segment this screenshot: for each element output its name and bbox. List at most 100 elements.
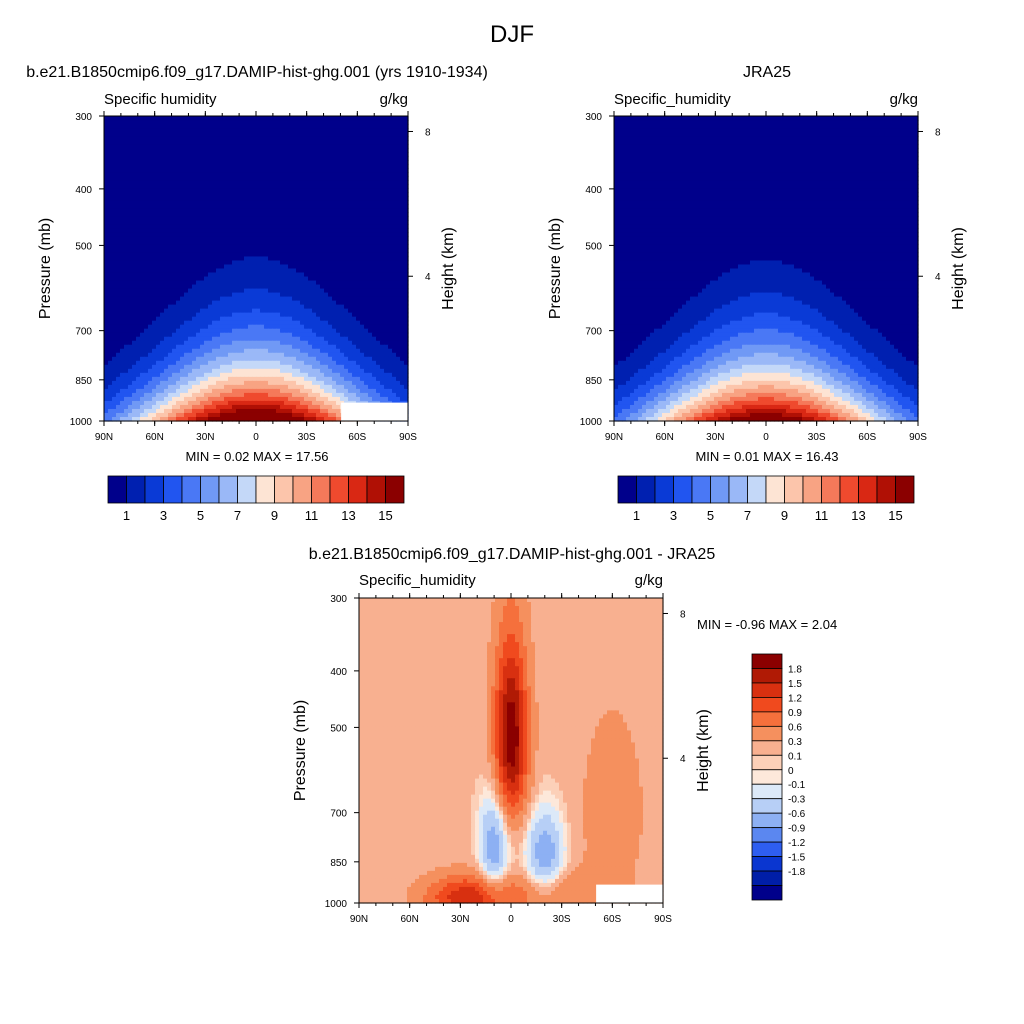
- contour-cell: [316, 344, 321, 350]
- contour-cell: [292, 312, 297, 318]
- contour-cell: [388, 188, 393, 193]
- contour-cell: [336, 308, 341, 314]
- contour-cell: [320, 256, 325, 262]
- contour-cell: [280, 264, 285, 270]
- contour-cell: [356, 196, 361, 201]
- contour-cell: [148, 360, 153, 366]
- contour-cell: [196, 144, 201, 149]
- contour-cell: [316, 228, 321, 233]
- contour-cell: [272, 172, 277, 177]
- contour-cell: [324, 260, 329, 266]
- contour-cell: [144, 264, 149, 270]
- contour-cell: [244, 132, 249, 137]
- contour-cell: [380, 252, 385, 258]
- contour-cell: [108, 140, 113, 145]
- contour-cell: [152, 352, 157, 358]
- contour-cell: [380, 204, 385, 209]
- contour-cell: [352, 360, 357, 366]
- contour-cell: [120, 144, 125, 149]
- contour-cell: [116, 140, 121, 145]
- contour-cell: [300, 372, 305, 378]
- contour-cell: [280, 272, 285, 278]
- contour-cell: [388, 360, 393, 366]
- contour-cell: [104, 352, 109, 358]
- contour-cell: [196, 320, 201, 326]
- contour-cell: [152, 228, 157, 233]
- contour-cell: [280, 228, 285, 233]
- contour-cell: [312, 148, 317, 153]
- contour-cell: [172, 248, 177, 254]
- contour-cell: [132, 236, 137, 241]
- contour-cell: [152, 364, 157, 370]
- contour-cell: [256, 252, 261, 258]
- contour-cell: [320, 276, 325, 282]
- contour-cell: [392, 224, 397, 229]
- contour-cell: [308, 216, 313, 221]
- contour-cell: [284, 364, 289, 370]
- contour-cell: [208, 160, 213, 165]
- contour-cell: [168, 256, 173, 262]
- contour-cell: [252, 364, 257, 370]
- contour-cell: [200, 292, 205, 298]
- contour-cell: [356, 144, 361, 149]
- contour-cell: [272, 136, 277, 141]
- contour-cell: [272, 304, 277, 310]
- contour-cell: [104, 176, 109, 181]
- contour-cell: [208, 148, 213, 153]
- contour-cell: [108, 268, 113, 274]
- contour-cell: [192, 224, 197, 229]
- contour-cell: [364, 212, 369, 217]
- contour-cell: [404, 304, 409, 310]
- contour-cell: [152, 152, 157, 157]
- contour-cell: [204, 372, 209, 378]
- contour-cell: [360, 136, 365, 141]
- contour-cell: [136, 184, 141, 189]
- contour-cell: [316, 364, 321, 370]
- contour-cell: [396, 208, 401, 213]
- contour-cell: [244, 332, 249, 338]
- contour-cell: [176, 216, 181, 221]
- contour-cell: [128, 300, 133, 306]
- contour-cell: [164, 116, 169, 121]
- contour-cell: [104, 260, 109, 266]
- contour-cell: [104, 264, 109, 270]
- contour-cell: [272, 360, 277, 366]
- contour-cell: [144, 228, 149, 233]
- contour-cell: [272, 348, 277, 354]
- contour-cell: [140, 368, 145, 374]
- contour-cell: [180, 308, 185, 314]
- contour-cell: [280, 248, 285, 254]
- contour-cell: [212, 308, 217, 314]
- contour-cell: [340, 204, 345, 209]
- contour-cell: [136, 144, 141, 149]
- contour-cell: [148, 176, 153, 181]
- contour-cell: [400, 220, 405, 225]
- contour-cell: [336, 252, 341, 258]
- contour-cell: [328, 172, 333, 177]
- contour-cell: [304, 140, 309, 145]
- contour-cell: [404, 120, 409, 125]
- contour-cell: [240, 116, 245, 121]
- contour-cell: [356, 200, 361, 205]
- contour-cell: [328, 192, 333, 197]
- contour-cell: [240, 292, 245, 298]
- contour-cell: [264, 240, 269, 246]
- contour-cell: [288, 236, 293, 241]
- contour-cell: [212, 324, 217, 330]
- contour-cell: [344, 212, 349, 217]
- contour-cell: [316, 320, 321, 326]
- contour-cell: [352, 272, 357, 278]
- contour-cell: [336, 312, 341, 318]
- contour-cell: [268, 156, 273, 161]
- contour-cell: [268, 168, 273, 173]
- contour-cell: [380, 304, 385, 310]
- contour-cell: [224, 140, 229, 145]
- contour-cell: [264, 272, 269, 278]
- contour-cell: [308, 356, 313, 362]
- contour-cell: [264, 116, 269, 121]
- contour-cell: [328, 168, 333, 173]
- contour-cell: [220, 192, 225, 197]
- contour-cell: [140, 292, 145, 298]
- contour-cell: [116, 160, 121, 165]
- contour-cell: [356, 120, 361, 125]
